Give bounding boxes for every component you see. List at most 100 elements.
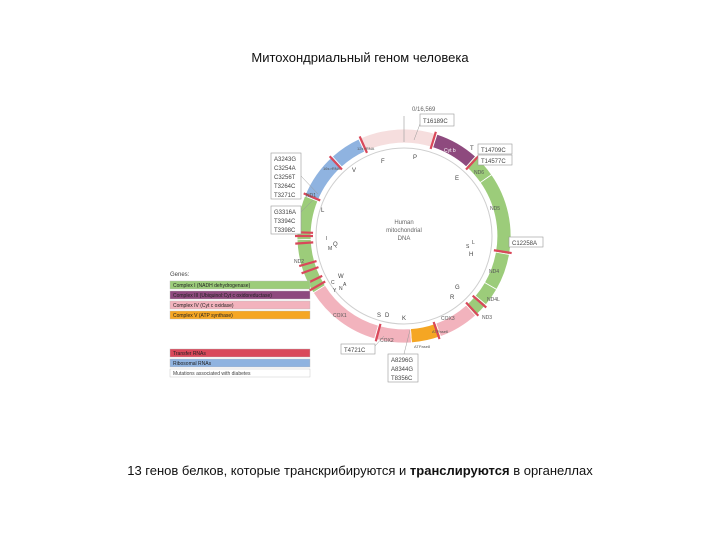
trna-tick: [471, 294, 487, 309]
gene-label-nd6: ND6: [474, 170, 484, 176]
gene-label-nd3: ND3: [482, 315, 492, 321]
caption-part-2: в органеллах: [513, 463, 593, 478]
mutation-box-right: C12258A: [508, 236, 544, 248]
svg-text:T16189C: T16189C: [423, 119, 448, 125]
legend-rna-swatch: [169, 348, 311, 358]
trna-tick: [309, 280, 326, 292]
gene-label-atp6: ATPase6: [432, 329, 449, 334]
mutation-box-top: T16189C: [413, 113, 455, 141]
mutation-box-bottom: A8296G A8344G T8356C: [387, 329, 419, 383]
trna-letter-l2: L: [472, 240, 475, 246]
svg-text:C3256T: C3256T: [274, 175, 296, 181]
gene-label-atp8: ATPase8: [414, 344, 431, 349]
trna-letter-h: H: [469, 252, 473, 258]
legend-gene-swatch: [169, 310, 311, 320]
svg-text:T3398C: T3398C: [274, 228, 296, 234]
trna-letter-s2: S: [466, 244, 470, 250]
genome-inner-line: [315, 147, 493, 325]
segment-nd5: [479, 174, 512, 256]
legend-gene-swatch: [169, 300, 311, 310]
trna-letter-k: K: [402, 316, 406, 322]
legend-gene-label: Complex I (NADH dehydrogenase): [173, 283, 251, 289]
gene-label-cox1: COX1: [333, 313, 347, 319]
svg-text:A8296G: A8296G: [391, 358, 413, 364]
trna-tick: [303, 192, 321, 202]
legend-gene-label: Complex IV (Cyt c oxidase): [173, 303, 234, 309]
trna-tick: [465, 155, 480, 171]
trna-letter-a: A: [343, 282, 347, 288]
trna-letter-y: Y: [333, 288, 337, 294]
gene-label-cox3: COX3: [441, 316, 455, 322]
gene-label-nd5: ND5: [490, 206, 500, 212]
caption-bold: транслируются: [409, 463, 510, 478]
trna-letter-f: F: [381, 159, 385, 165]
legend-rna-swatch: [169, 358, 311, 368]
trna-tick: [429, 131, 437, 150]
segment-rrna12s: [331, 138, 366, 168]
legend-gene-swatch: [169, 280, 311, 290]
svg-text:C12258A: C12258A: [512, 241, 537, 247]
svg-text:A8344G: A8344G: [391, 367, 413, 373]
svg-text:G3316A: G3316A: [274, 210, 296, 216]
gene-label-nd4: ND4: [489, 269, 499, 275]
trna-letter-d: D: [385, 313, 390, 319]
svg-text:T14709C: T14709C: [481, 148, 506, 154]
gene-label-nd4l: ND4L: [487, 297, 500, 303]
page-title: Митохондриальный геном человека: [251, 50, 469, 65]
legend: Genes: Complex I (NADH dehydrogenase) Com…: [169, 272, 311, 378]
genome-ring: [296, 128, 512, 344]
svg-text:C3254A: C3254A: [274, 166, 296, 172]
legend-rna-swatch: [169, 368, 311, 378]
mutation-box-mid-left: G3316A T3394C T3398C: [270, 199, 314, 235]
trna-letter-n: N: [339, 286, 343, 292]
mutation-box-upper-left: A3243G C3254A C3256T T3264C T3271C: [270, 152, 319, 200]
origin-label: 0/16,569: [412, 107, 436, 113]
trna-letter-l: L: [321, 208, 325, 214]
trna-letter-g: G: [455, 285, 460, 291]
trna-tick: [358, 135, 368, 154]
gene-label-cox2: COX2: [380, 338, 394, 344]
svg-text:A3243G: A3243G: [274, 157, 296, 163]
svg-text:T4721C: T4721C: [344, 348, 366, 354]
gene-label-cytb: Cyt b: [444, 148, 456, 154]
trna-tick: [295, 241, 314, 245]
legend-rna-label: Transfer RNAs: [173, 351, 206, 357]
trna-letter-r: R: [450, 295, 455, 301]
trna-letter-m: M: [328, 246, 332, 252]
trna-tick: [374, 323, 382, 342]
mutation-box-bottom-left: T4721C: [340, 335, 385, 355]
trna-letter-i: I: [326, 236, 327, 242]
trna-letter-w: W: [338, 274, 344, 280]
trna-letter-t: T: [470, 146, 474, 152]
svg-text:T3394C: T3394C: [274, 219, 296, 225]
gene-label-16s: 16s rRNA: [323, 166, 341, 171]
trna-letter-s: S: [377, 313, 381, 319]
legend-rna-label: Ribosomal RNAs: [173, 361, 212, 367]
svg-text:T8356C: T8356C: [391, 376, 413, 382]
mutation-box-upper-right-b: T14577C: [477, 154, 513, 166]
svg-text:T14577C: T14577C: [481, 159, 506, 165]
legend-gene-label: Complex V (ATP synthase): [173, 313, 233, 319]
trna-tick: [465, 301, 480, 317]
gene-label-12s: 12s rRNA: [357, 146, 375, 151]
legend-gene-swatch: [169, 290, 311, 300]
center-label-line-1: Human: [394, 220, 413, 226]
mutation-box-upper-right-a: T14709C: [477, 143, 513, 155]
legend-rna-label: Mutations associated with diabetes: [173, 371, 251, 377]
trna-tick: [493, 249, 512, 255]
trna-letter-c: C: [331, 280, 335, 286]
svg-text:T3271C: T3271C: [274, 193, 296, 199]
trna-tick: [328, 155, 343, 171]
trna-letter-q: Q: [333, 242, 338, 248]
trna-ticks: [295, 131, 512, 342]
trna-letter-p: P: [413, 155, 417, 161]
trna-tick: [301, 266, 319, 275]
caption-part-1: 13 генов белков, которые транскрибируютс…: [127, 463, 407, 478]
center-label-line-3: DNA: [398, 236, 411, 242]
gene-label-nd1: ND1: [306, 193, 316, 199]
gene-label-nd2: ND2: [294, 259, 304, 265]
center-label-line-2: mitochondrial: [386, 228, 422, 234]
trna-tick: [432, 321, 441, 340]
caption: 13 генов белков, которые транскрибируютс…: [0, 463, 720, 478]
